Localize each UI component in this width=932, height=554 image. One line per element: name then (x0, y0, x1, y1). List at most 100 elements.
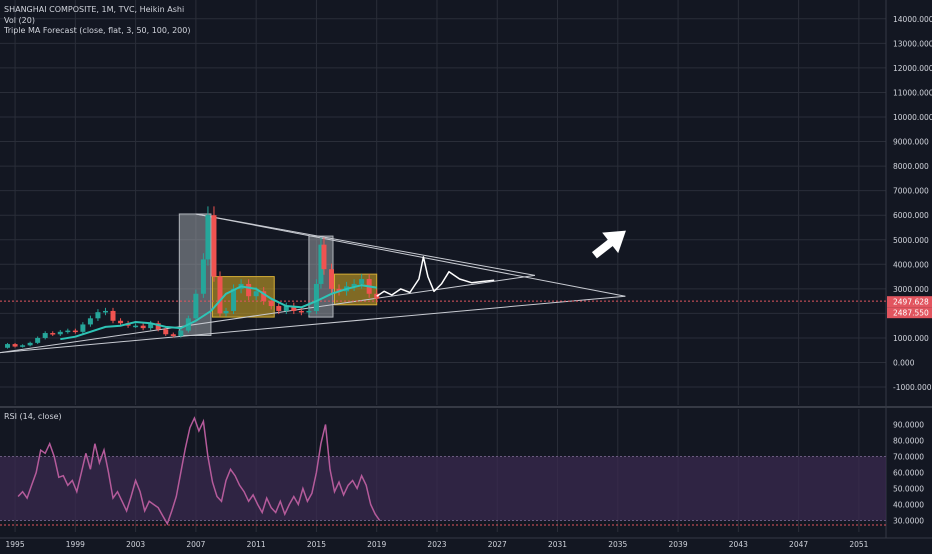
price-tick-label: 4000.000 (893, 260, 929, 269)
price-tick-label: 9000.000 (893, 138, 929, 147)
candle-body (20, 345, 26, 347)
candle-body (155, 323, 161, 330)
ma-price-tag (887, 307, 932, 319)
last-price-value: 2497.628 (893, 298, 929, 307)
price-tick-label: 8000.000 (893, 162, 929, 171)
price-tick-label: 7000.000 (893, 187, 929, 196)
candle-body (374, 293, 380, 299)
candle-body (193, 293, 199, 319)
time-tick-label: 2027 (488, 540, 507, 549)
rsi-line (17, 416, 381, 526)
price-tick-label: 1000.000 (893, 334, 929, 343)
candle-body (65, 330, 71, 333)
price-tick-label: 3000.000 (893, 285, 929, 294)
rsi-tick-label: 50.0000 (893, 485, 924, 494)
candle-body (217, 276, 223, 314)
price-tick-label: 13000.000 (893, 39, 932, 48)
time-tick-label: 2051 (849, 540, 868, 549)
volume-legend: Vol (20) (4, 16, 35, 25)
candle-body (313, 283, 319, 311)
candle-body (163, 329, 169, 335)
main-legend-title: SHANGHAI COMPOSITE, 1M, TVC, Heikin Ashi (4, 5, 185, 14)
candle-body (205, 215, 211, 260)
candle-body (328, 269, 334, 289)
candle-body (246, 283, 252, 297)
time-tick-label: 2015 (307, 540, 326, 549)
candle-body (57, 331, 63, 335)
candle-body (80, 324, 86, 332)
price-tick-label: 11000.000 (893, 88, 932, 97)
candle-body (102, 310, 108, 313)
price-tick-label: 12000.000 (893, 64, 932, 73)
price-tick-label: -1000.000 (893, 383, 932, 392)
price-tick-label: 14000.000 (893, 15, 932, 24)
rsi-band (0, 456, 886, 521)
time-tick-label: 2039 (669, 540, 688, 549)
rsi-tick-label: 70.0000 (893, 453, 924, 462)
candle-body (318, 244, 324, 284)
candle-body (72, 330, 78, 333)
time-tick-label: 2007 (186, 540, 205, 549)
rsi-tick-label: 90.0000 (893, 421, 924, 430)
candle-body (268, 301, 274, 307)
rsi-legend: RSI (14, close) (4, 412, 62, 421)
candle-body (321, 244, 327, 270)
candle-body (253, 291, 259, 297)
time-tick-label: 2003 (126, 540, 145, 549)
ma-price-value: 2487.550 (893, 309, 929, 318)
candle-body (5, 344, 11, 348)
price-tick-label: 10000.000 (893, 113, 932, 122)
candle-body (178, 330, 184, 336)
candle-body (140, 325, 146, 329)
last-price-tag (887, 296, 932, 308)
candle-body (42, 333, 48, 338)
rsi-tick-label: 40.0000 (893, 501, 924, 510)
candle-body (298, 310, 304, 313)
time-tick-label: 2031 (548, 540, 567, 549)
rsi-tick-label: 80.0000 (893, 437, 924, 446)
time-tick-label: 2023 (427, 540, 446, 549)
price-tick-label: 0.000 (893, 359, 915, 368)
trend-line (0, 274, 535, 354)
arrow-head (602, 230, 626, 254)
candle-body (35, 337, 41, 343)
candle-body (87, 318, 93, 325)
candle-body (95, 312, 101, 319)
candle-body (283, 306, 289, 311)
candle-body (27, 342, 33, 346)
candle-body (306, 310, 312, 313)
ma-legend: Triple MA Forecast (close, flat, 3, 50, … (4, 26, 191, 35)
time-tick-label: 2011 (247, 540, 266, 549)
candle-body (110, 310, 116, 321)
candle-body (276, 306, 282, 311)
trend-line (195, 213, 626, 297)
trend-line (195, 213, 536, 276)
trend-line (0, 295, 626, 354)
candle-body (351, 283, 357, 287)
time-tick-label: 2019 (367, 540, 386, 549)
candle-body (118, 320, 124, 324)
time-tick-label: 2035 (608, 540, 627, 549)
rsi-tick-label: 30.0000 (893, 517, 924, 526)
candle-body (336, 288, 342, 292)
time-tick-label: 1999 (66, 540, 85, 549)
candle-body (50, 333, 56, 335)
candle-body (359, 279, 365, 284)
candle-body (223, 310, 229, 314)
rsi-tick-label: 60.0000 (893, 469, 924, 478)
price-tick-label: 6000.000 (893, 211, 929, 220)
time-tick-label: 2047 (789, 540, 808, 549)
candle-body (200, 259, 206, 294)
candle-body (12, 344, 18, 347)
forecast-sketch-line (376, 256, 495, 297)
forecast-arrow (591, 230, 626, 259)
ma-forecast-line (60, 284, 377, 341)
time-tick-label: 1995 (6, 540, 25, 549)
price-tick-label: 5000.000 (893, 236, 929, 245)
time-tick-label: 2043 (729, 540, 748, 549)
candle-body (211, 215, 217, 277)
candle-body (148, 323, 154, 329)
candle-body (291, 306, 297, 311)
